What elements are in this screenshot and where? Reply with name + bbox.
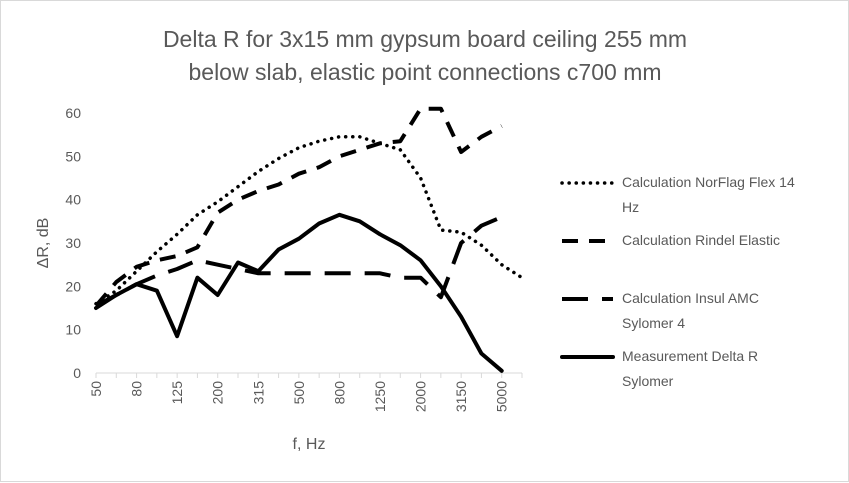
x-tick-label: 200 [210, 381, 226, 405]
chart-title: Delta R for 3x15 mm gypsum board ceiling… [163, 26, 687, 85]
series-line-4 [94, 212, 504, 373]
legend-label: Measurement Delta R [622, 348, 758, 364]
legend: Calculation NorFlag Flex 14 Hz Calculation… [560, 174, 795, 389]
legend-label: Hz [622, 199, 639, 215]
legend-label: Calculation Rindel Elastic [622, 232, 780, 248]
x-tick-label: 800 [331, 381, 347, 405]
y-tick-label: 0 [73, 365, 81, 381]
legend-label: Sylomer [622, 373, 674, 389]
y-tick-label: 40 [65, 192, 81, 208]
chart-title-line: Delta R for 3x15 mm gypsum board ceiling… [163, 26, 687, 52]
series-line-1 [94, 135, 524, 306]
x-tick-label: 5000 [494, 381, 510, 412]
y-tick-label: 50 [65, 148, 81, 164]
y-axis-title: ΔR, dB [35, 218, 52, 269]
series-line-2 [94, 106, 503, 308]
y-tick-label: 60 [65, 105, 81, 121]
x-tick-label: 125 [169, 381, 185, 405]
x-tick-label: 3150 [453, 381, 469, 412]
x-tick-label: 80 [129, 381, 145, 397]
x-tick-label: 50 [88, 381, 104, 397]
x-tick-label: 500 [291, 381, 307, 405]
x-tick-label: 1250 [372, 381, 388, 412]
y-tick-label: 10 [65, 322, 81, 338]
x-tick-label: 315 [250, 381, 266, 405]
x-axis: 50 80 125 200 315 500 800 1250 2000 3150 5000 f, Hz [88, 372, 523, 453]
y-axis: 0 10 20 30 40 50 60 ΔR, dB [35, 105, 81, 381]
legend-label: Sylomer 4 [622, 315, 685, 331]
y-tick-label: 30 [65, 235, 81, 251]
series-line-3 [95, 215, 503, 308]
series-lines [94, 106, 524, 373]
y-tick-label: 20 [65, 278, 81, 294]
x-tick-label: 2000 [413, 381, 429, 412]
legend-label: Calculation Insul AMC [622, 290, 759, 306]
chart-title-line: below slab, elastic point connections c7… [188, 59, 661, 85]
x-axis-title: f, Hz [293, 436, 326, 453]
legend-label: Calculation NorFlag Flex 14 [622, 174, 795, 190]
